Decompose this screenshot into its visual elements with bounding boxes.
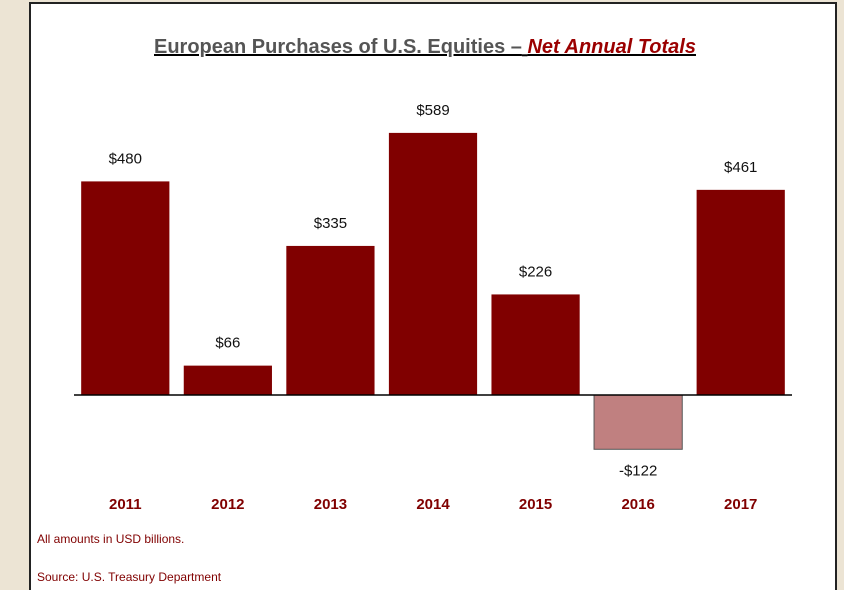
title-main: European Purchases of U.S. Equities – xyxy=(154,36,522,58)
x-tick-label: 2016 xyxy=(621,496,654,513)
value-label: $589 xyxy=(416,102,449,119)
x-tick-label: 2015 xyxy=(519,496,552,513)
x-tick-label: 2012 xyxy=(211,496,244,513)
bar xyxy=(696,189,785,395)
bar xyxy=(491,294,580,395)
value-label: $461 xyxy=(724,159,757,176)
value-label: $66 xyxy=(215,335,240,352)
x-tick-label: 2014 xyxy=(416,496,450,513)
x-tick-label: 2011 xyxy=(109,496,142,513)
x-tick-label: 2013 xyxy=(314,496,347,513)
bar xyxy=(286,245,375,395)
note: All amounts in USD billions. xyxy=(37,532,184,546)
bar xyxy=(593,394,683,450)
x-tick-label: 2017 xyxy=(724,496,757,513)
bar xyxy=(81,181,170,395)
title-highlight: Net Annual Totals xyxy=(527,36,696,58)
value-label: $480 xyxy=(109,150,142,167)
value-label: $335 xyxy=(314,215,347,232)
bar xyxy=(388,132,478,395)
source: Source: U.S. Treasury Department xyxy=(37,570,222,584)
chart-title: European Purchases of U.S. Equities – Ne… xyxy=(154,36,696,58)
value-label: -$122 xyxy=(619,462,657,479)
bar xyxy=(183,365,272,395)
value-label: $226 xyxy=(519,263,552,280)
